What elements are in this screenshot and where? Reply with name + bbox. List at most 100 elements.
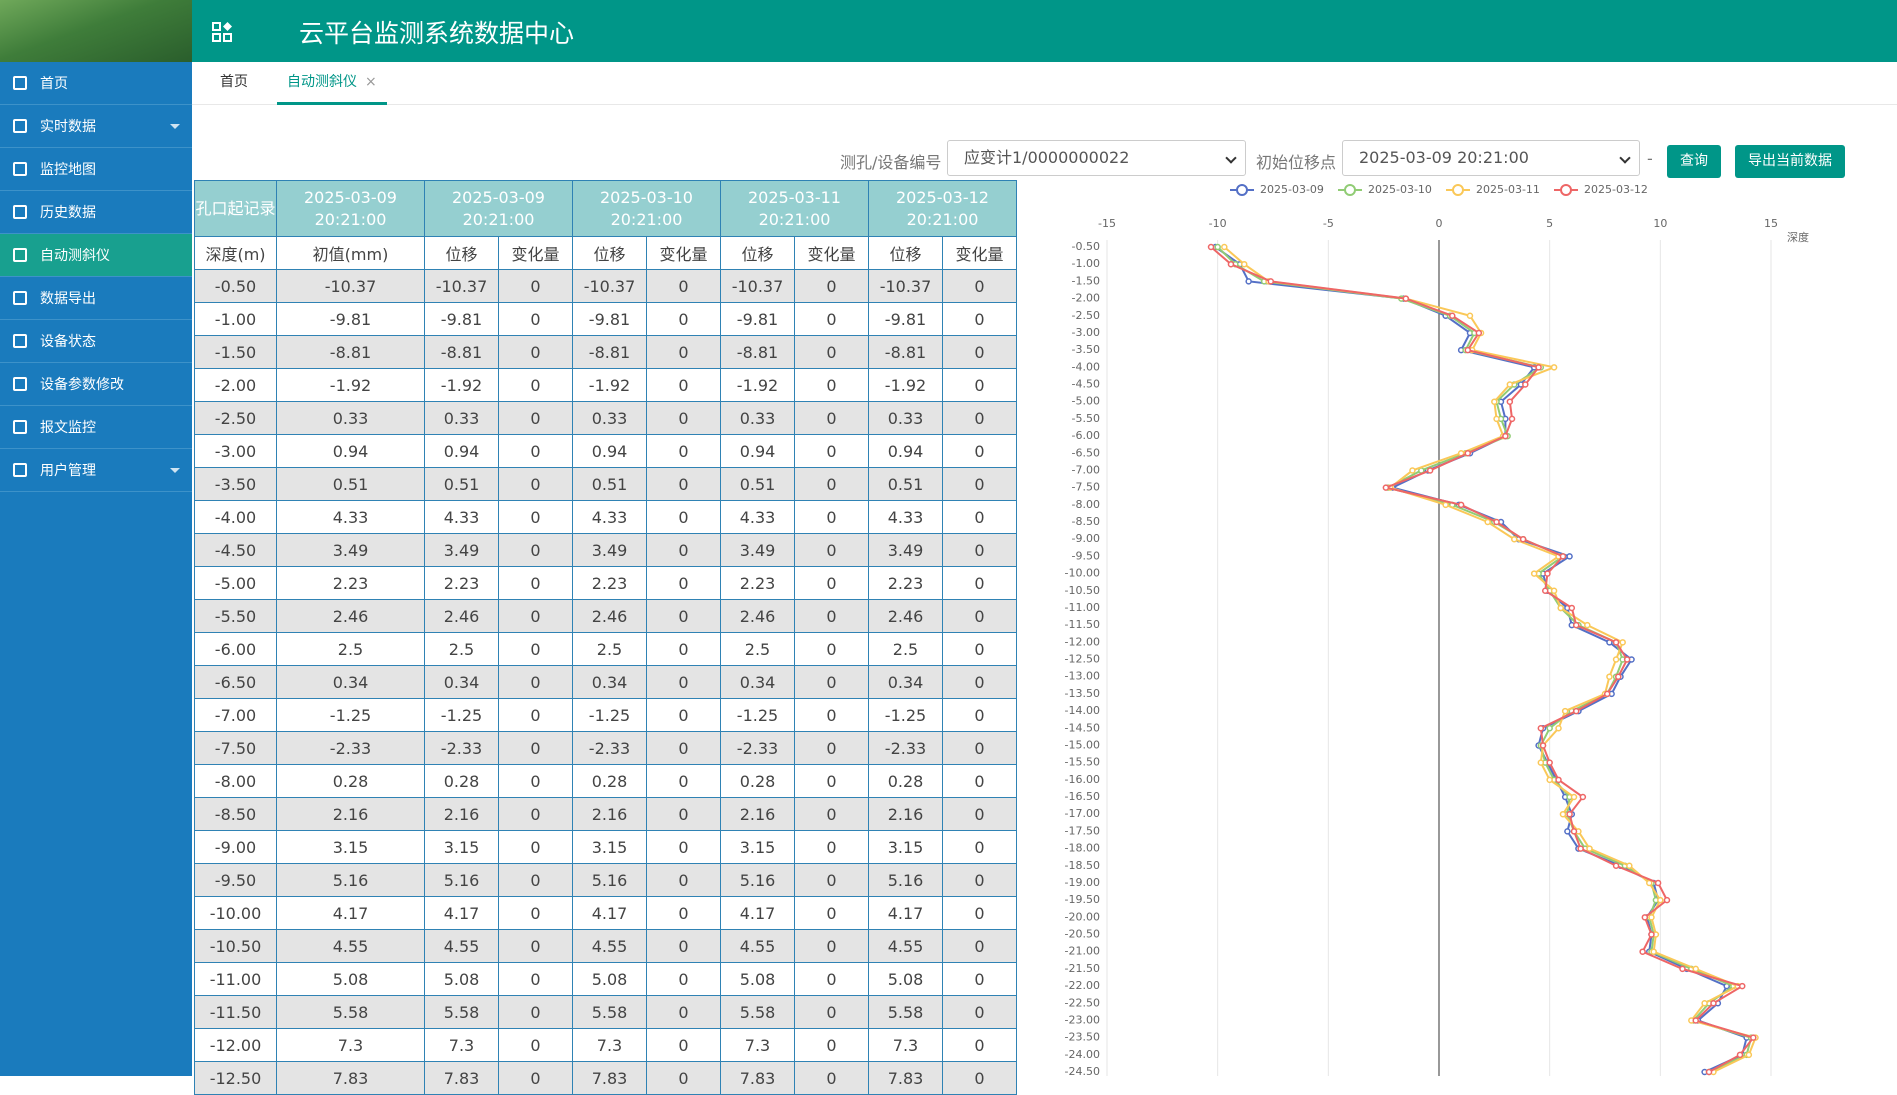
table-cell: 0 bbox=[646, 500, 721, 534]
table-cell: -9.81 bbox=[720, 302, 795, 336]
y-tick-label: -22.00 bbox=[1065, 979, 1100, 992]
data-point bbox=[1615, 673, 1622, 680]
table-cell: 0 bbox=[794, 500, 869, 534]
data-point bbox=[1497, 398, 1505, 405]
filter-label: 初始位移点 bbox=[1256, 153, 1337, 172]
table-cell: 0 bbox=[942, 368, 1017, 402]
menu-item[interactable]: 报文监控 bbox=[0, 406, 192, 449]
data-point bbox=[1692, 965, 1699, 973]
table-cell: 4.33 bbox=[276, 500, 425, 534]
table-cell: 0 bbox=[498, 962, 573, 996]
data-point bbox=[1619, 639, 1626, 646]
table-cell: 7.83 bbox=[424, 1061, 499, 1095]
data-point bbox=[1402, 295, 1410, 302]
table-cell: 0 bbox=[794, 896, 869, 930]
table-cell: 0 bbox=[942, 599, 1017, 633]
menu-item[interactable]: 设备状态 bbox=[0, 320, 192, 363]
table-cell: 0 bbox=[794, 632, 869, 666]
table-cell: 0 bbox=[646, 401, 721, 435]
data-point bbox=[1537, 742, 1545, 749]
y-tick-label: -10.00 bbox=[1065, 567, 1100, 580]
data-point bbox=[1568, 621, 1576, 629]
data-point bbox=[1212, 243, 1219, 251]
menu-item[interactable]: 用户管理 bbox=[0, 449, 192, 492]
tab-active[interactable]: 自动测斜仪 × bbox=[277, 62, 387, 105]
data-point bbox=[1734, 982, 1742, 990]
data-point bbox=[1502, 415, 1509, 423]
menu-item[interactable]: 实时数据 bbox=[0, 105, 192, 148]
y-tick-label: -7.50 bbox=[1072, 481, 1100, 494]
start-select[interactable]: 2025-03-09 20:21:00 bbox=[1342, 140, 1640, 176]
data-point bbox=[1546, 587, 1553, 594]
apps-icon[interactable] bbox=[212, 22, 232, 42]
export-button[interactable]: 导出当前数据 bbox=[1735, 145, 1845, 178]
table-cell: -8.00 bbox=[194, 764, 277, 798]
table-cell: 0 bbox=[646, 434, 721, 468]
data-point bbox=[1652, 931, 1660, 938]
device-select[interactable]: 应变计1/0000000022 bbox=[947, 140, 1246, 176]
y-tick-label: -9.00 bbox=[1072, 532, 1100, 545]
table-cell: 0 bbox=[794, 731, 869, 765]
data-point bbox=[1550, 364, 1558, 371]
table-cell: 0 bbox=[646, 731, 721, 765]
data-point bbox=[1240, 260, 1248, 268]
header-cell: 2025-03-12 20:21:00 bbox=[868, 180, 1017, 237]
table-cell: 0 bbox=[646, 566, 721, 600]
table-row: -11.50 5.58 5.58 0 5.58 0 5.58 0 5.58 0 bbox=[194, 995, 1017, 1029]
table-cell: 0 bbox=[646, 599, 721, 633]
table-cell: 0 bbox=[498, 335, 573, 369]
tab-close[interactable]: × bbox=[365, 74, 377, 90]
y-tick-label: -3.00 bbox=[1072, 326, 1100, 339]
data-point bbox=[1466, 329, 1474, 337]
menu-item[interactable]: 首页 bbox=[0, 62, 192, 105]
table-cell: 0 bbox=[942, 665, 1017, 699]
data-point bbox=[1546, 725, 1553, 732]
table-cell: 0 bbox=[646, 698, 721, 732]
table-cell: -1.50 bbox=[194, 335, 277, 369]
y-tick-label: -20.50 bbox=[1065, 928, 1100, 941]
table-cell: -3.00 bbox=[194, 434, 277, 468]
data-point bbox=[1493, 398, 1500, 405]
menu-item[interactable]: 历史数据 bbox=[0, 191, 192, 234]
data-point bbox=[1466, 312, 1474, 319]
header-cell: 变化量 bbox=[942, 236, 1017, 270]
table-cell: 0 bbox=[942, 566, 1017, 600]
table-cell: 0 bbox=[942, 269, 1017, 303]
data-point bbox=[1508, 415, 1516, 423]
table-cell: -10.37 bbox=[572, 269, 647, 303]
data-point bbox=[1530, 570, 1538, 577]
data-point bbox=[1654, 896, 1662, 904]
tab[interactable]: 首页 bbox=[220, 74, 248, 90]
table-cell: 0 bbox=[646, 1028, 721, 1062]
table-cell: 0 bbox=[794, 830, 869, 864]
data-point bbox=[1506, 398, 1514, 405]
menu-item[interactable]: 数据导出 bbox=[0, 277, 192, 320]
table-cell: 0.51 bbox=[572, 467, 647, 501]
data-point bbox=[1457, 346, 1465, 354]
data-point bbox=[1535, 742, 1542, 749]
menu-item[interactable]: 监控地图 bbox=[0, 148, 192, 191]
table-cell: -9.81 bbox=[572, 302, 647, 336]
table-cell: -11.00 bbox=[194, 962, 277, 996]
table-cell: 0 bbox=[498, 863, 573, 897]
table-cell: 3.15 bbox=[424, 830, 499, 864]
data-point bbox=[1646, 948, 1653, 955]
table-cell: 0 bbox=[942, 995, 1017, 1029]
data-point bbox=[1705, 1000, 1713, 1007]
data-point bbox=[1519, 535, 1527, 543]
data-point bbox=[1442, 501, 1449, 509]
data-point bbox=[1515, 535, 1522, 543]
series-line bbox=[1214, 246, 1748, 1073]
legend-marker bbox=[1452, 184, 1464, 196]
table-cell: 5.08 bbox=[720, 962, 795, 996]
table-row: -7.50 -2.33 -2.33 0 -2.33 0 -2.33 0 -2.33 0 bbox=[194, 731, 1017, 765]
y-tick-label: -18.00 bbox=[1065, 842, 1100, 855]
table-cell: -10.37 bbox=[868, 269, 943, 303]
menu-item[interactable]: 设备参数修改 bbox=[0, 363, 192, 406]
table-cell: 4.17 bbox=[720, 896, 795, 930]
table-cell: 0 bbox=[498, 665, 573, 699]
table-cell: 0.33 bbox=[720, 401, 795, 435]
menu-item[interactable]: 自动测斜仪 bbox=[0, 234, 192, 277]
query-button[interactable]: 查询 bbox=[1667, 145, 1721, 178]
table-cell: 0 bbox=[498, 269, 573, 303]
